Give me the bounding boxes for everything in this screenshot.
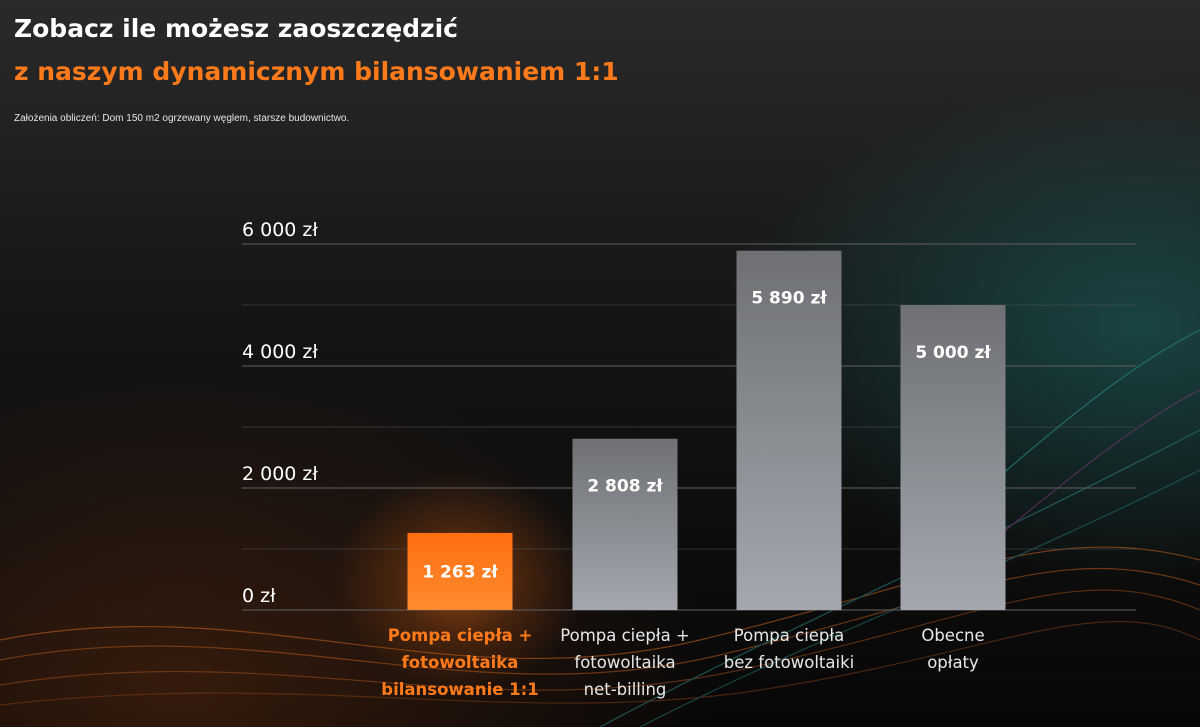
bar <box>736 250 842 610</box>
category-label: bilansowanie 1:1 <box>381 680 538 699</box>
y-tick-label: 6 000 zł <box>242 219 318 241</box>
category-label: Pompa ciepła <box>734 626 844 645</box>
category-label: Pompa ciepła + <box>388 626 533 645</box>
page-subtitle: z naszym dynamicznym bilansowaniem 1:1 <box>14 57 619 86</box>
bar-value-label: 1 263 zł <box>422 562 498 582</box>
y-tick-label: 0 zł <box>242 585 276 607</box>
category-label: bez fotowoltaiki <box>724 653 854 672</box>
category-label: Pompa ciepła + <box>560 626 690 645</box>
bar-value-label: 2 808 zł <box>587 477 663 497</box>
category-label: opłaty <box>927 653 979 672</box>
bar-value-label: 5 890 zł <box>751 289 827 309</box>
category-label: fotowoltaika <box>574 653 675 672</box>
assumptions-note: Założenia obliczeń: Dom 150 m2 ogrzewany… <box>14 113 350 124</box>
category-label: net-billing <box>584 680 667 699</box>
bar-value-label: 5 000 zł <box>915 343 991 363</box>
bar <box>900 305 1006 610</box>
category-label: Obecne <box>921 626 984 645</box>
bar <box>572 438 678 610</box>
page-title: Zobacz ile możesz zaoszczędzić <box>14 14 458 43</box>
bar <box>407 532 513 610</box>
category-label: fotowoltaika <box>402 653 519 672</box>
y-tick-label: 2 000 zł <box>242 463 318 485</box>
y-tick-label: 4 000 zł <box>242 341 318 363</box>
